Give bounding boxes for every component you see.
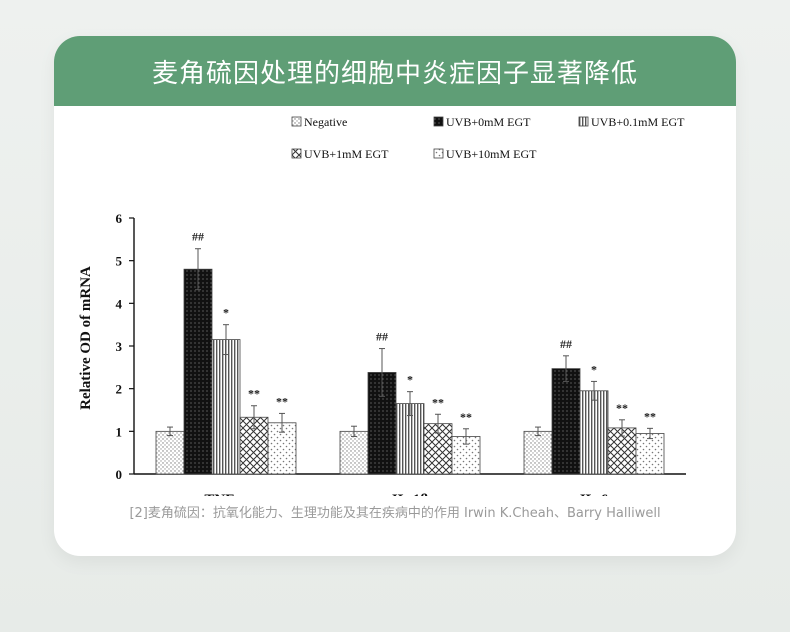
source-caption: [2]麦角硫因：抗氧化能力、生理功能及其在疾病中的作用 Irwin K.Chea… xyxy=(129,506,661,521)
bar xyxy=(551,368,581,475)
y-tick-label: 5 xyxy=(116,254,123,269)
bar xyxy=(155,430,185,475)
y-axis-ticks: 0 1 2 3 4 5 6 xyxy=(116,211,134,482)
significance-mark: * xyxy=(591,362,597,376)
bar xyxy=(183,268,213,475)
significance-mark: ## xyxy=(376,330,388,344)
significance-mark: * xyxy=(223,306,229,320)
legend-swatch xyxy=(291,148,302,159)
y-tick-label: 0 xyxy=(116,467,123,482)
y-tick-label: 4 xyxy=(116,296,123,311)
x-axis-labels: TNF-α IL-1β IL-6 xyxy=(204,492,609,508)
y-tick-label: 2 xyxy=(116,382,123,397)
card-title: 麦角硫因处理的细胞中炎症因子显著降低 xyxy=(151,58,638,89)
significance-mark: ## xyxy=(560,337,572,351)
significance-mark: ## xyxy=(192,230,204,244)
legend-label: Negative xyxy=(304,115,347,129)
significance-mark: * xyxy=(407,373,413,387)
bar xyxy=(523,430,553,475)
significance-mark: ** xyxy=(432,395,444,409)
bar xyxy=(339,430,369,475)
significance-mark: ** xyxy=(460,410,472,424)
legend-label: UVB+0.1mM EGT xyxy=(591,115,685,129)
significance-mark: ** xyxy=(248,387,260,401)
legend-label: UVB+1mM EGT xyxy=(304,147,389,161)
significance-mark: ** xyxy=(616,401,628,415)
x-category-label: TNF-α xyxy=(204,492,248,496)
chart-card: 麦角硫因处理的细胞中炎症因子显著降低 xyxy=(54,36,736,556)
legend: Negative UVB+0mM EGT UVB+0.1mM EGT UVB+1mM … xyxy=(291,115,685,161)
legend-swatch xyxy=(433,116,444,127)
legend-swatch xyxy=(433,148,444,159)
y-tick-label: 6 xyxy=(116,211,123,226)
bar xyxy=(635,433,665,475)
x-category-label: IL-6 xyxy=(580,492,609,496)
significance-mark: ** xyxy=(276,394,288,408)
legend-swatch xyxy=(291,116,302,127)
bar xyxy=(579,390,609,475)
legend-label: UVB+0mM EGT xyxy=(446,115,531,129)
significance-mark: ** xyxy=(644,409,656,423)
bar xyxy=(211,339,241,475)
y-tick-label: 1 xyxy=(116,424,123,439)
y-axis-label: Relative OD of mRNA xyxy=(78,266,94,410)
x-category-label: IL-1β xyxy=(392,492,428,496)
legend-swatch xyxy=(578,116,589,127)
y-tick-label: 3 xyxy=(116,339,123,354)
legend-label: UVB+10mM EGT xyxy=(446,147,537,161)
card-header: 麦角硫因处理的细胞中炎症因子显著降低 xyxy=(54,36,736,106)
bars: ##*****##*****##***** xyxy=(155,230,665,475)
